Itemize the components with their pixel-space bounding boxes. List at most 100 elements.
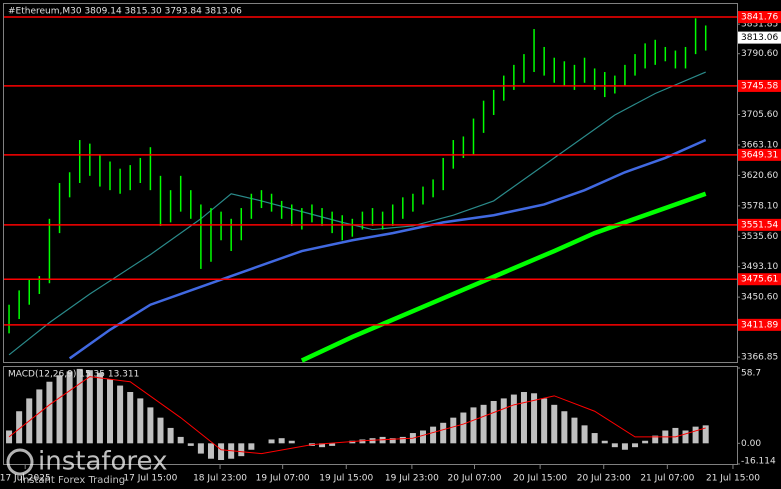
histogram-bar [632,443,639,448]
histogram-bar [66,371,73,444]
histogram-bar [672,427,679,444]
histogram-bar [16,411,23,444]
watermark-name: instaforex [38,447,167,477]
histogram-bar [107,379,114,444]
histogram-bar [76,368,83,444]
indicator-line [68,138,707,360]
x-tick-label: 19 Jul 23:00 [385,474,439,484]
histogram-bar [177,436,184,444]
x-tick-label: 17 Jul 2025 [0,474,51,484]
histogram-bar [56,375,63,444]
level-label: 3745.58 [741,81,778,91]
histogram-bar [551,404,558,444]
histogram-bar [611,443,618,448]
level-tag [738,218,781,231]
histogram-bar [571,417,578,444]
histogram-bar [86,370,93,444]
watermark-logo [6,448,34,476]
plot-layer: 3831.85 3790.60 3705.60 3663.10 3620.60 3578.… [0,11,781,484]
price-label: 3813.06 [741,33,778,43]
histogram-bar [147,407,154,444]
y-tick-label: 3366.85 [741,353,778,363]
histogram-bar [480,404,487,444]
level-tag [738,148,781,161]
histogram-bar [167,427,174,444]
histogram-bar [369,438,376,444]
histogram-bar [601,440,608,444]
x-tick-label: 19 Jul 07:00 [256,474,310,484]
main-frame [3,3,738,363]
histogram-bar [137,398,144,444]
level-tag [738,79,781,92]
histogram-bar [510,394,517,444]
histogram-bar [591,433,598,444]
macd-title: MACD(12,26,9) 15.35 13.311 [8,370,139,380]
y-tick-label: 3620.60 [741,171,778,181]
indicator-line [8,71,706,356]
histogram-bar [440,422,447,444]
macd-frame [3,366,738,465]
level-tag [738,273,781,286]
histogram-bar [349,440,356,444]
histogram-bar [470,407,477,444]
x-tick-label: 20 Jul 15:00 [513,474,567,484]
histogram-bar [268,439,275,444]
watermark-tagline: Instant Forex Trading [20,475,125,486]
level-label: 3411.89 [741,320,778,330]
y-tick-label: 58.7 [741,369,761,379]
histogram-bar [46,381,53,444]
y-tick-label: -16.114 [741,457,776,467]
histogram-bar [207,443,214,459]
indicator-line [8,376,706,455]
histogram-bar [329,443,336,446]
histogram-bar [561,411,568,444]
histogram-bar [248,443,255,450]
x-tick-label: 21 Jul 07:00 [640,474,694,484]
y-tick-label: 3663.10 [741,140,778,150]
y-tick-label: 3535.60 [741,232,778,242]
y-tick-label: 3790.60 [741,49,778,59]
histogram-bar [117,385,124,444]
histogram-bar [450,417,457,444]
chart-title: #Ethereum,M30 3809.14 3815.30 3793.84 38… [8,7,242,17]
histogram-bar [36,389,43,444]
x-tick-label: 18 Jul 23:00 [193,474,247,484]
x-tick-label: 20 Jul 23:00 [577,474,631,484]
histogram-bar [702,425,709,444]
level-tag [738,11,781,24]
histogram-bar [652,435,659,444]
y-tick-label: 3578.10 [741,201,778,211]
indicator-line [300,191,707,363]
histogram-bar [96,372,103,444]
x-tick-label: 20 Jul 07:00 [448,474,502,484]
histogram-bar [197,443,204,454]
histogram-bar [430,426,437,444]
y-tick-label: 3493.10 [741,262,778,272]
x-tick-label: 19 Jul 15:00 [319,474,373,484]
histogram-bar [520,391,527,444]
histogram-bar [642,440,649,444]
x-tick-label: 17 Jul 15:00 [123,474,177,484]
histogram-bar [218,443,225,461]
level-label: 3649.31 [741,150,778,160]
histogram-bar [359,439,366,444]
histogram-bar [278,438,285,444]
histogram-bar [490,400,497,444]
histogram-bar [389,438,396,444]
y-tick-label: 3705.60 [741,110,778,120]
histogram-bar [319,443,326,448]
histogram-bar [692,426,699,444]
histogram-bar [238,443,245,457]
level-label: 3475.61 [741,275,778,285]
histogram-bar [682,430,689,444]
histogram-bar [500,398,507,444]
price-tag [738,31,781,44]
histogram-bar [531,393,538,444]
histogram-bar [420,430,427,444]
y-tick-label: 0.00 [741,439,761,449]
histogram-bar [541,398,548,444]
x-tick-label: 21 Jul 15:00 [706,474,760,484]
histogram-bar [581,425,588,444]
y-tick-label: 3831.85 [741,20,778,30]
histogram-bar [288,440,295,444]
